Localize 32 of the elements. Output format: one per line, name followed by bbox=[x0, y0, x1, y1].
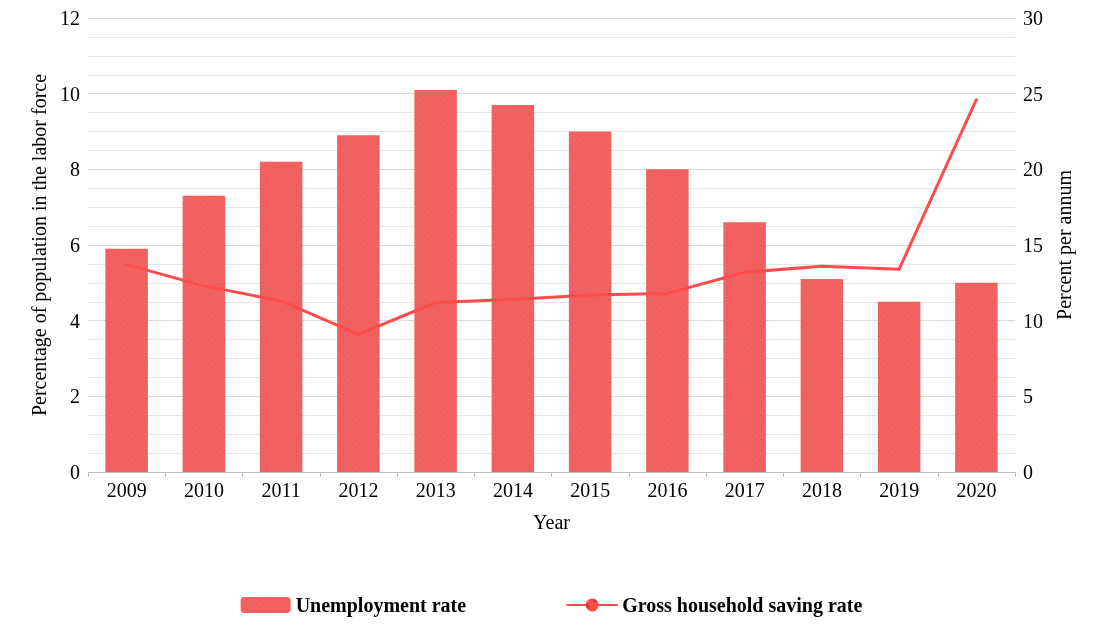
y2-tick-label: 0 bbox=[1023, 461, 1033, 483]
y-tick-label: 0 bbox=[70, 461, 80, 483]
x-tick-label: 2014 bbox=[492, 479, 533, 501]
y-tick-label: 4 bbox=[70, 309, 80, 332]
x-tick-label: 2012 bbox=[338, 479, 379, 501]
x-tick-label: 2015 bbox=[570, 479, 611, 501]
x-tick-label: 2017 bbox=[724, 479, 765, 501]
y2-tick-label: 30 bbox=[1023, 7, 1043, 29]
y-tick-label: 6 bbox=[70, 234, 80, 256]
y-tick-label: 12 bbox=[60, 7, 80, 29]
y-tick-label: 10 bbox=[60, 82, 80, 105]
y-tick-label: 2 bbox=[70, 385, 80, 408]
y2-tick-label: 20 bbox=[1023, 158, 1043, 181]
legend-label: Gross household saving rate bbox=[622, 594, 863, 617]
y-axis-title: Percentage of population in the labor force bbox=[28, 73, 52, 417]
x-tick-label: 2016 bbox=[647, 479, 688, 501]
line-series bbox=[125, 98, 978, 336]
y2-axis-title: Percent per annum bbox=[1052, 169, 1076, 320]
x-tick-label: 2020 bbox=[956, 479, 997, 501]
x-tick-label: 2009 bbox=[106, 479, 147, 501]
x-tick-label: 2010 bbox=[183, 479, 224, 501]
y2-tick-label: 5 bbox=[1023, 385, 1033, 408]
x-tick-label: 2013 bbox=[415, 479, 456, 501]
x-tick-label: 2018 bbox=[801, 479, 842, 501]
legend-label: Unemployment rate bbox=[295, 594, 467, 617]
y2-tick-label: 10 bbox=[1023, 309, 1043, 332]
x-tick-label: 2019 bbox=[879, 479, 920, 501]
x-tick-label: 2011 bbox=[261, 479, 301, 501]
y2-tick-label: 15 bbox=[1023, 234, 1043, 256]
x-axis-title: Year bbox=[533, 511, 571, 533]
y2-tick-label: 25 bbox=[1023, 82, 1043, 105]
y-tick-label: 8 bbox=[70, 158, 80, 181]
